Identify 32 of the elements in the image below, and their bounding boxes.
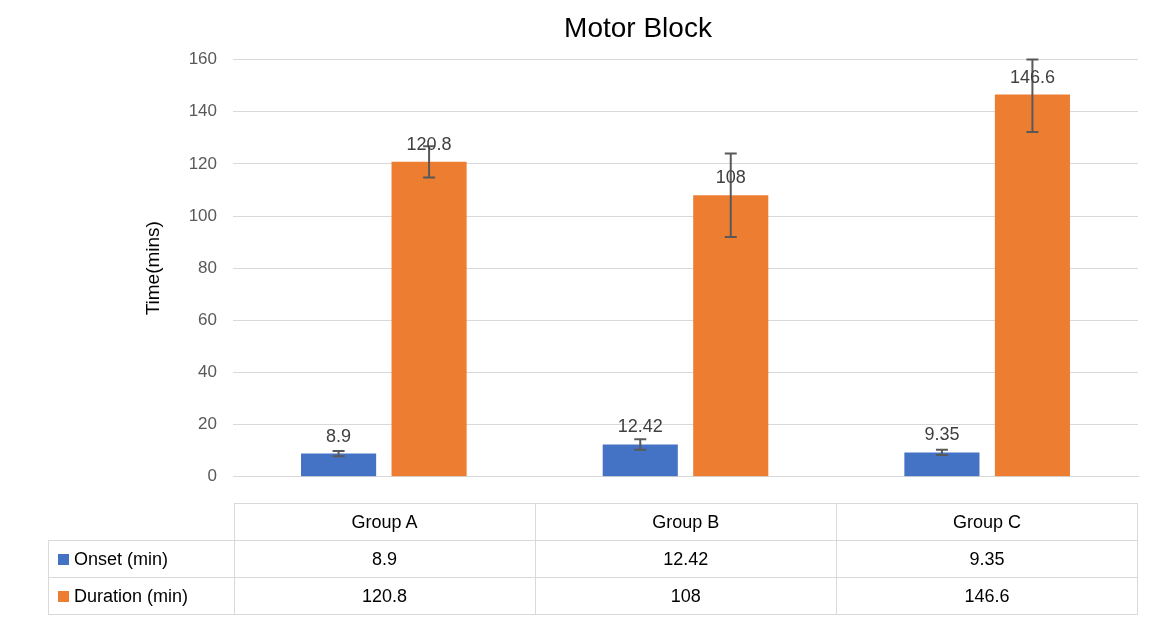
text: 12.42 [617, 416, 663, 437]
bar [693, 195, 769, 477]
chart-title: Motor Block [564, 11, 713, 43]
y-tick-label: 80 [198, 257, 217, 277]
x-tick-label: Group A [234, 503, 536, 541]
x-tick-label: Group C [836, 503, 1138, 541]
bar [301, 453, 377, 477]
y-tick-label: 160 [188, 49, 217, 69]
legend-label: Onset (min) [74, 548, 169, 569]
data-label: 12.42 [535, 540, 837, 578]
data-label: 120.8 [234, 577, 536, 615]
bar [602, 444, 678, 477]
y-tick-label: 100 [188, 205, 217, 225]
y-tick-label: 0 [207, 466, 217, 486]
legend-label: Duration (min) [74, 585, 189, 606]
y-tick-label: 60 [198, 310, 217, 330]
data-label: 8.9 [234, 540, 536, 578]
data-label: 108 [535, 577, 837, 615]
text: 9.35 [924, 424, 960, 445]
y-tick-label: 20 [198, 414, 217, 434]
data-label: 146.6 [836, 577, 1138, 615]
x-tick-label: Group B [535, 503, 837, 541]
bar [391, 161, 467, 477]
data-label: 9.35 [836, 540, 1138, 578]
y-tick-label: 120 [188, 153, 217, 173]
y-tick-label: 140 [188, 101, 217, 121]
bar [904, 452, 980, 477]
text: 8.9 [326, 425, 352, 446]
y-axis-title: Time(mins) [141, 221, 163, 316]
text: 120.8 [406, 133, 452, 154]
y-tick-label: 40 [198, 362, 217, 382]
bar [994, 94, 1070, 477]
